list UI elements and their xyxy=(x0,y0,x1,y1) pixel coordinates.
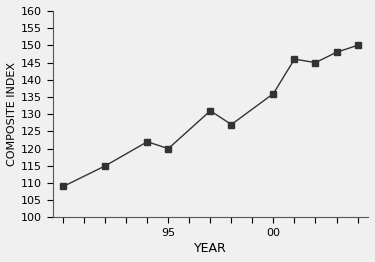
X-axis label: YEAR: YEAR xyxy=(194,242,227,255)
Y-axis label: COMPOSITE INDEX: COMPOSITE INDEX xyxy=(7,62,17,166)
